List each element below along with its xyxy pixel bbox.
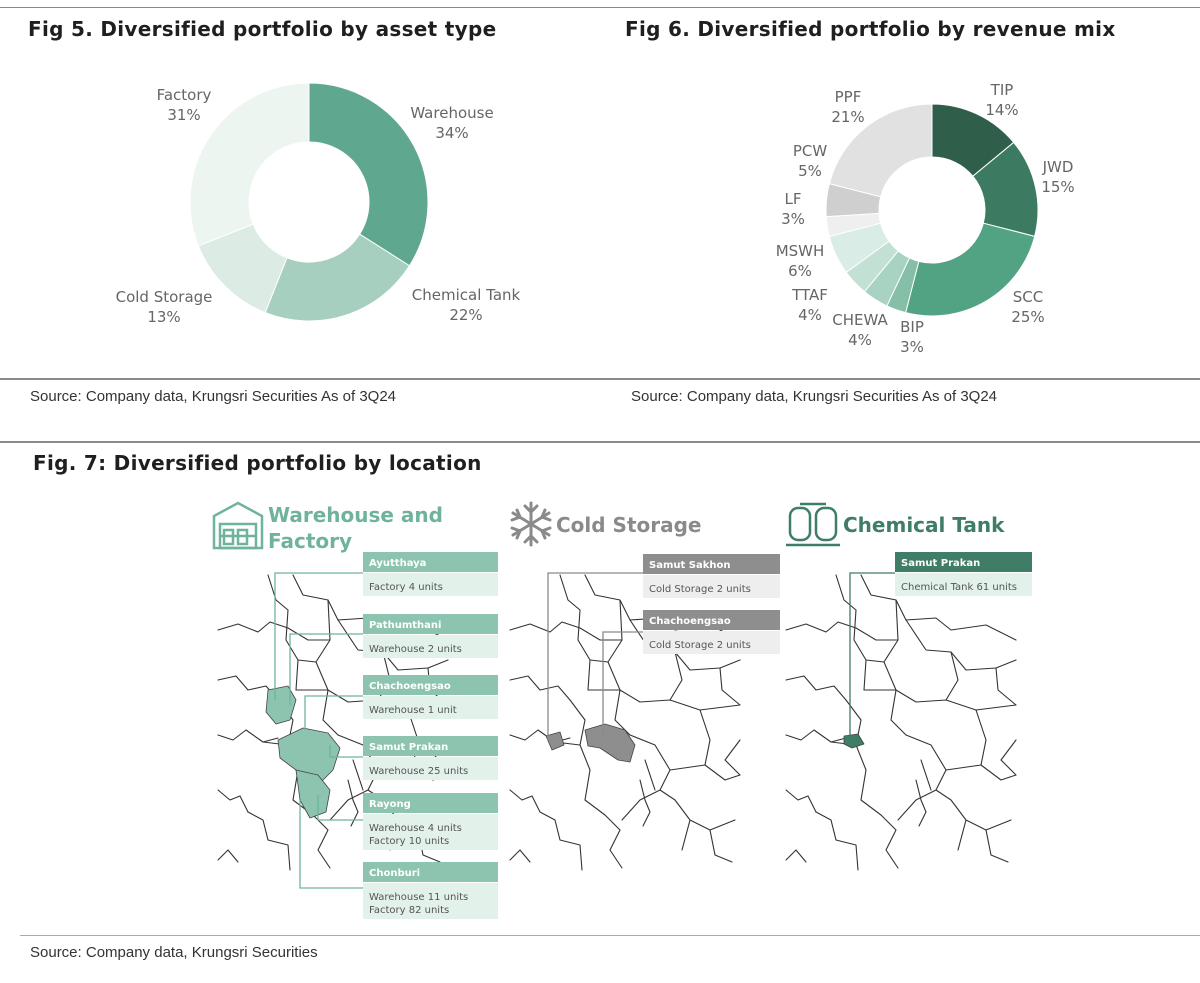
callout-head-samut-sakhon: Samut Sakhon bbox=[649, 560, 730, 571]
fig6-pct-jwd: 15% bbox=[1041, 178, 1074, 196]
callout-head-chonburi: Chonburi bbox=[369, 868, 420, 879]
fig5-label-cold-storage: Cold Storage bbox=[116, 288, 213, 306]
snowflake-icon bbox=[510, 501, 552, 547]
panel-warehouse-title-2: Factory bbox=[268, 529, 352, 553]
fig5-slice-chemical-tank bbox=[264, 233, 411, 322]
fig6-label-mswh: MSWH bbox=[776, 242, 825, 260]
fig5-source: Source: Company data, Krungsri Securitie… bbox=[30, 388, 397, 405]
fig5-pct-cold-storage: 13% bbox=[147, 308, 180, 326]
panel-warehouse-title-1: Warehouse and bbox=[268, 503, 443, 527]
panel-cold-storage-title: Cold Storage bbox=[556, 513, 702, 537]
callout-leader-line bbox=[304, 695, 363, 730]
callout-line-chachoengsao: Warehouse 1 unit bbox=[369, 705, 457, 716]
fig6-source: Source: Company data, Krungsri Securitie… bbox=[631, 388, 998, 405]
callout-line-samut-sakhon: Cold Storage 2 units bbox=[649, 584, 751, 595]
callout-head-ayutthaya: Ayutthaya bbox=[369, 558, 426, 569]
fig6-pct-ppf: 21% bbox=[831, 108, 864, 126]
callout-box-chonburi: Chonburi Warehouse 11 units Factory 82 uni… bbox=[363, 862, 498, 919]
callout-box-samut-prakan: Samut Prakan Chemical Tank 61 units bbox=[895, 552, 1032, 596]
fig6-label-ttaf: TTAF bbox=[791, 286, 828, 304]
fig5-pct-chemical-tank: 22% bbox=[449, 306, 482, 324]
fig6-label-pcw: PCW bbox=[793, 142, 828, 160]
fig7-source: Source: Company data, Krungsri Securitie… bbox=[30, 944, 318, 961]
chemical-tank-icon bbox=[786, 502, 840, 547]
fig5-pct-warehouse: 34% bbox=[435, 124, 468, 142]
fig6-pct-scc: 25% bbox=[1011, 308, 1044, 326]
top-rule bbox=[0, 7, 1200, 8]
callout-box-samut-sakhon: Samut Sakhon Cold Storage 2 units bbox=[643, 554, 780, 598]
callout-box-ayutthaya: Ayutthaya Factory 4 units bbox=[363, 552, 498, 596]
fig6-pct-lf: 3% bbox=[781, 210, 805, 228]
fig6-title: Fig 6. Diversified portfolio by revenue … bbox=[625, 17, 1116, 41]
callout-leader-line bbox=[329, 745, 363, 758]
callout-line-pathumthani: Warehouse 2 units bbox=[369, 644, 462, 655]
callout-head-chachoengsao: Chachoengsao bbox=[369, 681, 451, 692]
callout-box-chachoengsao: Chachoengsao Warehouse 1 unit bbox=[363, 675, 498, 719]
fig6-pct-pcw: 5% bbox=[798, 162, 822, 180]
fig6-slice-ppf bbox=[828, 103, 933, 198]
panel-chemical-tank-title: Chemical Tank bbox=[843, 513, 1005, 537]
fig5-pct-factory: 31% bbox=[167, 106, 200, 124]
callout-head-samut-prakan: Samut Prakan bbox=[369, 742, 448, 753]
callout-leader-line bbox=[274, 572, 363, 700]
fig6-label-scc: SCC bbox=[1013, 288, 1043, 306]
fig5-label-warehouse: Warehouse bbox=[410, 104, 493, 122]
fig5-label-factory: Factory bbox=[157, 86, 212, 104]
fig6-pct-ttaf: 4% bbox=[798, 306, 822, 324]
callout-line-rayong: Warehouse 4 units bbox=[369, 823, 462, 834]
callout-line-ayutthaya: Factory 4 units bbox=[369, 582, 443, 593]
fig6-label-ppf: PPF bbox=[835, 88, 862, 106]
fig5-label-chemical-tank: Chemical Tank bbox=[412, 286, 521, 304]
fig6-pct-chewa: 4% bbox=[848, 331, 872, 349]
fig5-title: Fig 5. Diversified portfolio by asset ty… bbox=[28, 17, 497, 41]
callout-leader-line bbox=[289, 633, 363, 705]
callout-line-rayong: Factory 10 units bbox=[369, 836, 449, 847]
callout-head-pathumthani: Pathumthani bbox=[369, 620, 441, 631]
fig7-title: Fig. 7: Diversified portfolio by locatio… bbox=[33, 451, 482, 475]
fig6-label-bip: BIP bbox=[900, 318, 924, 336]
fig5-slice-warehouse bbox=[308, 82, 429, 267]
callout-leader-line bbox=[317, 795, 363, 821]
callout-head-chachoengsao: Chachoengsao bbox=[649, 616, 731, 627]
callout-line-chonburi: Warehouse 11 units bbox=[369, 892, 468, 903]
callout-line-chonburi: Factory 82 units bbox=[369, 905, 449, 916]
fig6-slice-scc bbox=[905, 222, 1036, 317]
callout-line-chachoengsao: Cold Storage 2 units bbox=[649, 640, 751, 651]
rule-fig7 bbox=[0, 441, 1200, 443]
warehouse-icon bbox=[212, 501, 264, 550]
fig6-label-lf: LF bbox=[785, 190, 802, 208]
callout-box-samut-prakan: Samut Prakan Warehouse 25 units bbox=[363, 736, 498, 780]
callout-head-rayong: Rayong bbox=[369, 799, 411, 810]
fig6-label-tip: TIP bbox=[990, 81, 1014, 99]
callout-box-pathumthani: Pathumthani Warehouse 2 units bbox=[363, 614, 498, 658]
callout-line-samut-prakan: Warehouse 25 units bbox=[369, 766, 468, 777]
callout-leader-line bbox=[299, 800, 363, 889]
rule-fig7-bottom bbox=[20, 935, 1200, 936]
callout-leader-line bbox=[602, 631, 643, 735]
callout-box-chachoengsao: Chachoengsao Cold Storage 2 units bbox=[643, 610, 780, 654]
callout-box-rayong: Rayong Warehouse 4 units Factory 10 units bbox=[363, 793, 498, 850]
rule-fig5-6 bbox=[0, 378, 1200, 380]
callout-head-samut-prakan: Samut Prakan bbox=[901, 558, 980, 569]
fig5-slice-factory bbox=[189, 82, 310, 247]
fig6-pct-mswh: 6% bbox=[788, 262, 812, 280]
fig6-label-chewa: CHEWA bbox=[832, 311, 888, 329]
callout-leader-line bbox=[547, 572, 643, 740]
callout-leader-line bbox=[849, 572, 895, 742]
callout-line-samut-prakan: Chemical Tank 61 units bbox=[901, 582, 1017, 593]
fig6-pct-tip: 14% bbox=[985, 101, 1018, 119]
fig6-label-jwd: JWD bbox=[1042, 158, 1074, 176]
fig6-pct-bip: 3% bbox=[900, 338, 924, 356]
